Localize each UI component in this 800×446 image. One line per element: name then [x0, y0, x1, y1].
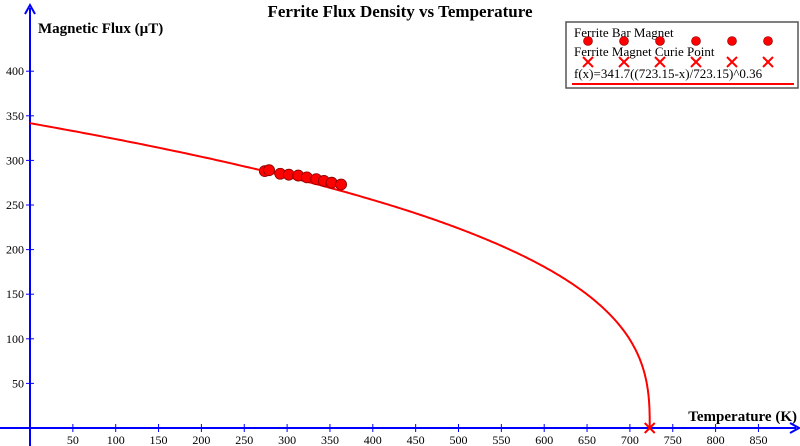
x-tick-label: 500 — [450, 433, 468, 446]
y-tick-label: 50 — [12, 376, 24, 390]
data-point — [335, 178, 347, 191]
legend-x-marker — [762, 56, 774, 68]
legend-circle-marker — [619, 36, 629, 46]
x-tick-label: 350 — [321, 433, 339, 446]
x-tick-label: 650 — [578, 433, 596, 446]
legend-x-marker — [654, 56, 666, 68]
plot-area — [29, 122, 656, 434]
legend-circle-marker — [727, 36, 737, 46]
legend-circle-marker — [655, 36, 665, 46]
x-tick-label: 50 — [67, 433, 79, 446]
legend: Ferrite Bar Magnet Ferrite Magnet Curie … — [565, 21, 799, 89]
x-tick-label: 800 — [707, 433, 725, 446]
legend-label-bar-magnet: Ferrite Bar Magnet — [574, 25, 674, 40]
legend-x-marker — [726, 56, 738, 68]
x-tick-label: 750 — [664, 433, 682, 446]
curie-point-marker — [644, 422, 656, 434]
x-tick-label: 250 — [235, 433, 253, 446]
x-tick-label: 550 — [492, 433, 510, 446]
x-tick-label: 150 — [150, 433, 168, 446]
x-tick-label: 700 — [621, 433, 639, 446]
legend-x-marker — [618, 56, 630, 68]
x-tick-label: 400 — [364, 433, 382, 446]
legend-circle-marker — [583, 36, 593, 46]
legend-x-marker — [582, 56, 594, 68]
x-tick-label: 850 — [749, 433, 767, 446]
x-tick-label: 200 — [192, 433, 210, 446]
y-tick-label: 300 — [6, 153, 24, 167]
legend-x-marker — [690, 56, 702, 68]
legend-circle-marker — [691, 36, 701, 46]
data-point — [263, 164, 276, 177]
y-tick-label: 150 — [6, 287, 24, 301]
legend-label-curie-point: Ferrite Magnet Curie Point — [574, 44, 715, 59]
y-tick-label: 350 — [6, 109, 24, 123]
x-tick-label: 450 — [407, 433, 425, 446]
y-axis-label: Magnetic Flux (µT) — [38, 21, 163, 37]
legend-label-fit: f(x)=341.7((723.15-x)/723.15)^0.36 — [574, 66, 763, 81]
y-tick-label: 400 — [6, 64, 24, 78]
y-tick-label: 100 — [6, 332, 24, 346]
legend-circle-marker — [763, 36, 773, 46]
fit-curve — [29, 122, 651, 428]
x-axis-arrow — [789, 422, 800, 434]
y-tick-label: 200 — [6, 243, 24, 257]
y-tick-label: 250 — [6, 198, 24, 212]
x-tick-label: 300 — [278, 433, 296, 446]
x-tick-label: 100 — [107, 433, 125, 446]
x-axis-label: Temperature (K) — [688, 409, 797, 425]
y-axis-arrow — [24, 2, 36, 15]
x-tick-label: 600 — [535, 433, 553, 446]
chart-title: Ferrite Flux Density vs Temperature — [267, 2, 532, 21]
